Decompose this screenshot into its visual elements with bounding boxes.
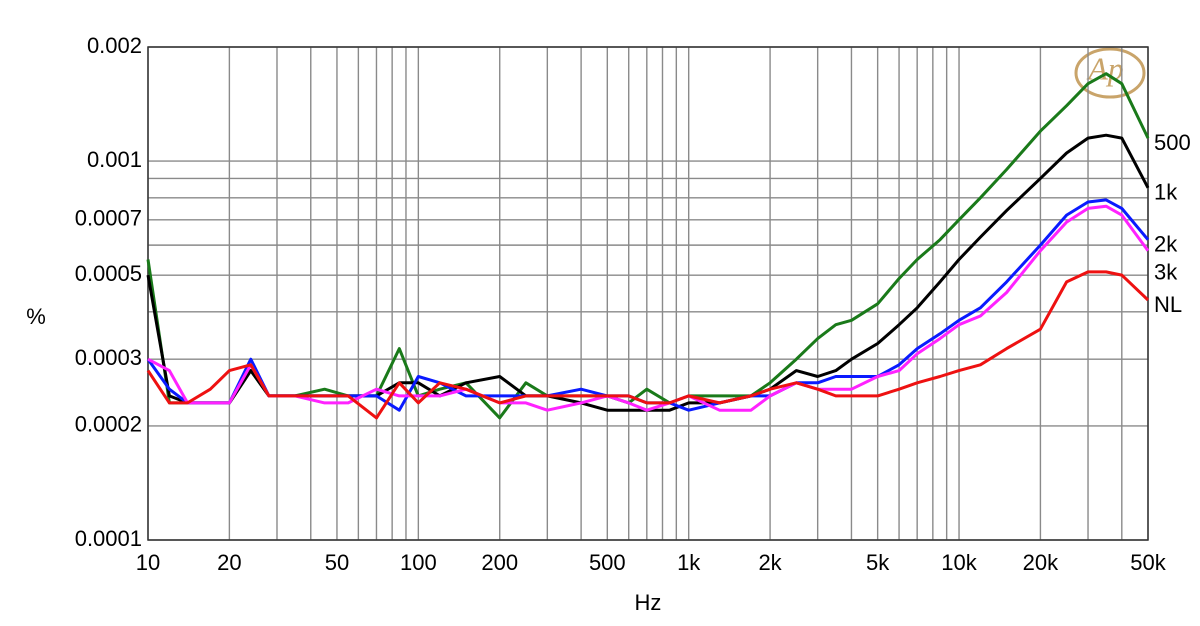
legend-label: 1k [1154, 180, 1178, 205]
series-line [146, 270, 1150, 420]
y-tick-label: 0.0003 [75, 345, 142, 370]
logo-ring [1074, 47, 1146, 99]
y-tick-label: 0.0007 [75, 206, 142, 231]
x-tick-label: 100 [400, 550, 437, 575]
legend-label: 3k [1154, 260, 1178, 285]
y-tick-label: 0.002 [87, 33, 142, 58]
x-tick-label: 200 [481, 550, 518, 575]
x-tick-label: 2k [758, 550, 782, 575]
x-tick-label: 5k [866, 550, 890, 575]
y-axis-label: % [26, 304, 46, 329]
x-tick-label: 1k [677, 550, 701, 575]
x-tick-label: 500 [589, 550, 626, 575]
x-tick-label: 50k [1130, 550, 1166, 575]
x-tick-label: 10 [136, 550, 160, 575]
x-tick-label: 50 [325, 550, 349, 575]
x-axis-label: Hz [635, 590, 662, 615]
plot-frame [147, 46, 1149, 541]
y-tick-label: 0.001 [87, 147, 142, 172]
y-tick-label: 0.0001 [75, 526, 142, 551]
x-tick-label: 20k [1023, 550, 1059, 575]
legend-label: 500 [1154, 130, 1191, 155]
y-tick-label: 0.0005 [75, 261, 142, 286]
legend-label: NL [1154, 292, 1182, 317]
y-tick-label: 0.0002 [75, 412, 142, 437]
x-tick-label: 20 [217, 550, 241, 575]
legend-label: 2k [1154, 232, 1178, 257]
x-tick-label: 10k [941, 550, 977, 575]
